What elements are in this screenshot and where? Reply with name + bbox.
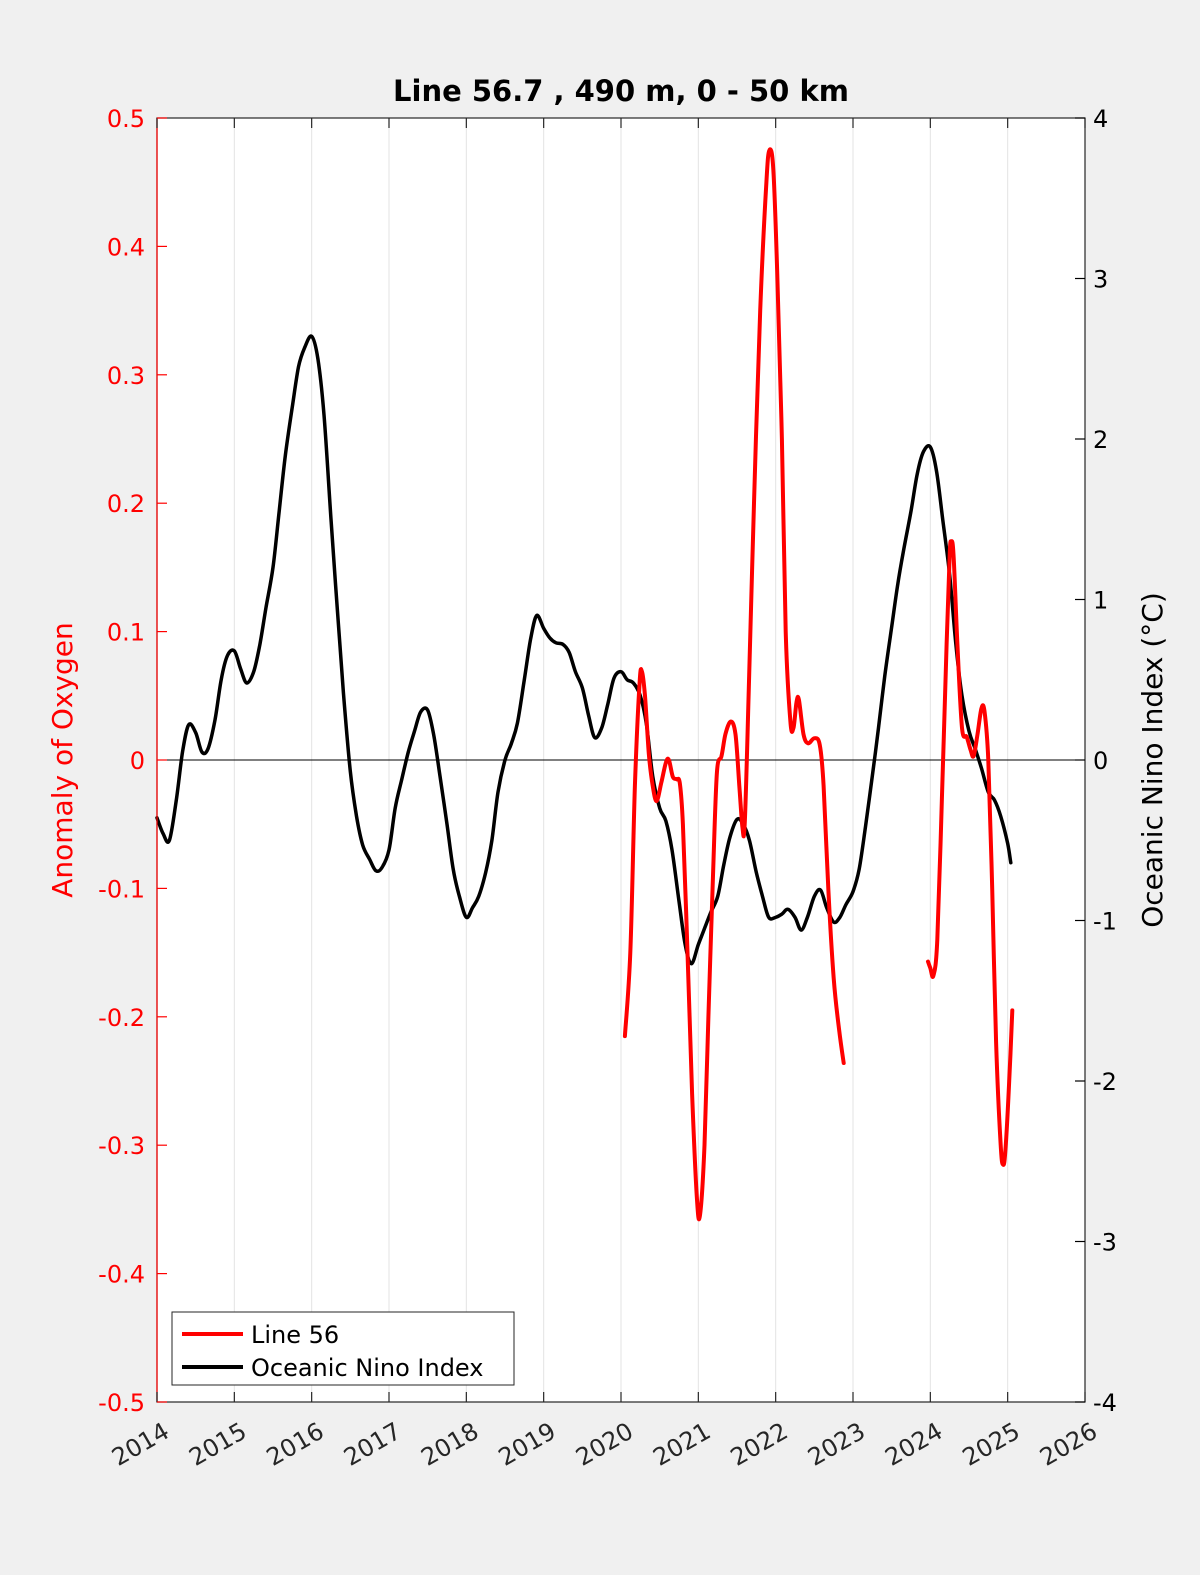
right-axis-label: Oceanic Nino Index (°C) bbox=[1136, 592, 1169, 928]
left-y-tick-label: 0 bbox=[130, 747, 145, 775]
right-y-tick-label: 1 bbox=[1093, 587, 1108, 615]
legend: Line 56 Oceanic Nino Index bbox=[171, 1311, 515, 1386]
right-y-axis: 4 3 2 1 0 -1 -2 -3 -4 bbox=[1075, 105, 1117, 1417]
legend-label-oni: Oceanic Nino Index bbox=[251, 1354, 483, 1382]
left-y-tick-label: 0.5 bbox=[107, 105, 145, 133]
legend-box bbox=[171, 1311, 515, 1386]
series-layer bbox=[155, 147, 1015, 1222]
right-y-tick-label: 2 bbox=[1093, 426, 1108, 454]
right-y-tick-label: 0 bbox=[1093, 747, 1108, 775]
left-y-tick-label: -0.4 bbox=[98, 1261, 145, 1289]
series-line-line56-segment-2 bbox=[926, 539, 1015, 1167]
right-y-tick-label: -4 bbox=[1093, 1389, 1117, 1417]
right-y-tick-label: -1 bbox=[1093, 908, 1117, 936]
left-y-tick-label: 0.4 bbox=[107, 233, 145, 261]
right-y-tick-label: 4 bbox=[1093, 105, 1108, 133]
chart-title: Line 56.7 , 490 m, 0 - 50 km bbox=[393, 74, 849, 108]
right-y-tick-label: -3 bbox=[1093, 1229, 1117, 1257]
left-y-tick-label: -0.3 bbox=[98, 1132, 145, 1160]
right-y-tick-label: -2 bbox=[1093, 1068, 1117, 1096]
left-y-tick-label: 0.2 bbox=[107, 490, 145, 518]
left-axis-label: Anomaly of Oxygen bbox=[46, 622, 79, 898]
right-y-tick-label: 3 bbox=[1093, 266, 1108, 294]
left-y-tick-label: -0.1 bbox=[98, 875, 145, 903]
left-y-tick-label: 0.3 bbox=[107, 362, 145, 390]
series-line-oceanic-nino-index bbox=[155, 334, 1013, 966]
legend-label-line56: Line 56 bbox=[251, 1321, 339, 1349]
left-y-tick-label: -0.2 bbox=[98, 1004, 145, 1032]
left-y-tick-label: 0.1 bbox=[107, 619, 145, 647]
series-line-line56-segment-1 bbox=[622, 147, 846, 1222]
left-y-axis: 0.5 0.4 0.3 0.2 0.1 0 -0.1 -0.2 -0.3 -0.4 -0.5 bbox=[98, 105, 167, 1417]
left-y-tick-label: -0.5 bbox=[98, 1389, 145, 1417]
